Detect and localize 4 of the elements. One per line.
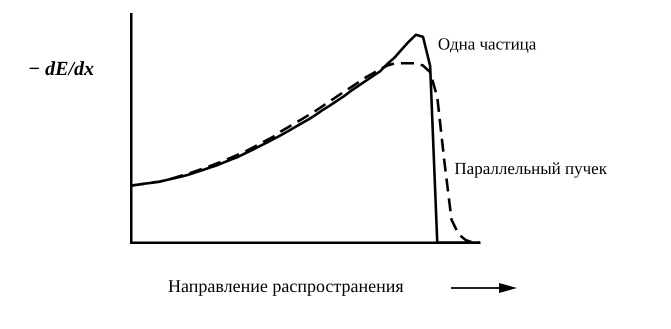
y-axis-title: − dE/dx xyxy=(28,58,94,81)
series-label: Параллельный пучек xyxy=(454,159,608,178)
x-axis-title: Направление распространения xyxy=(168,276,404,297)
series-label: Одна частица xyxy=(438,34,537,54)
